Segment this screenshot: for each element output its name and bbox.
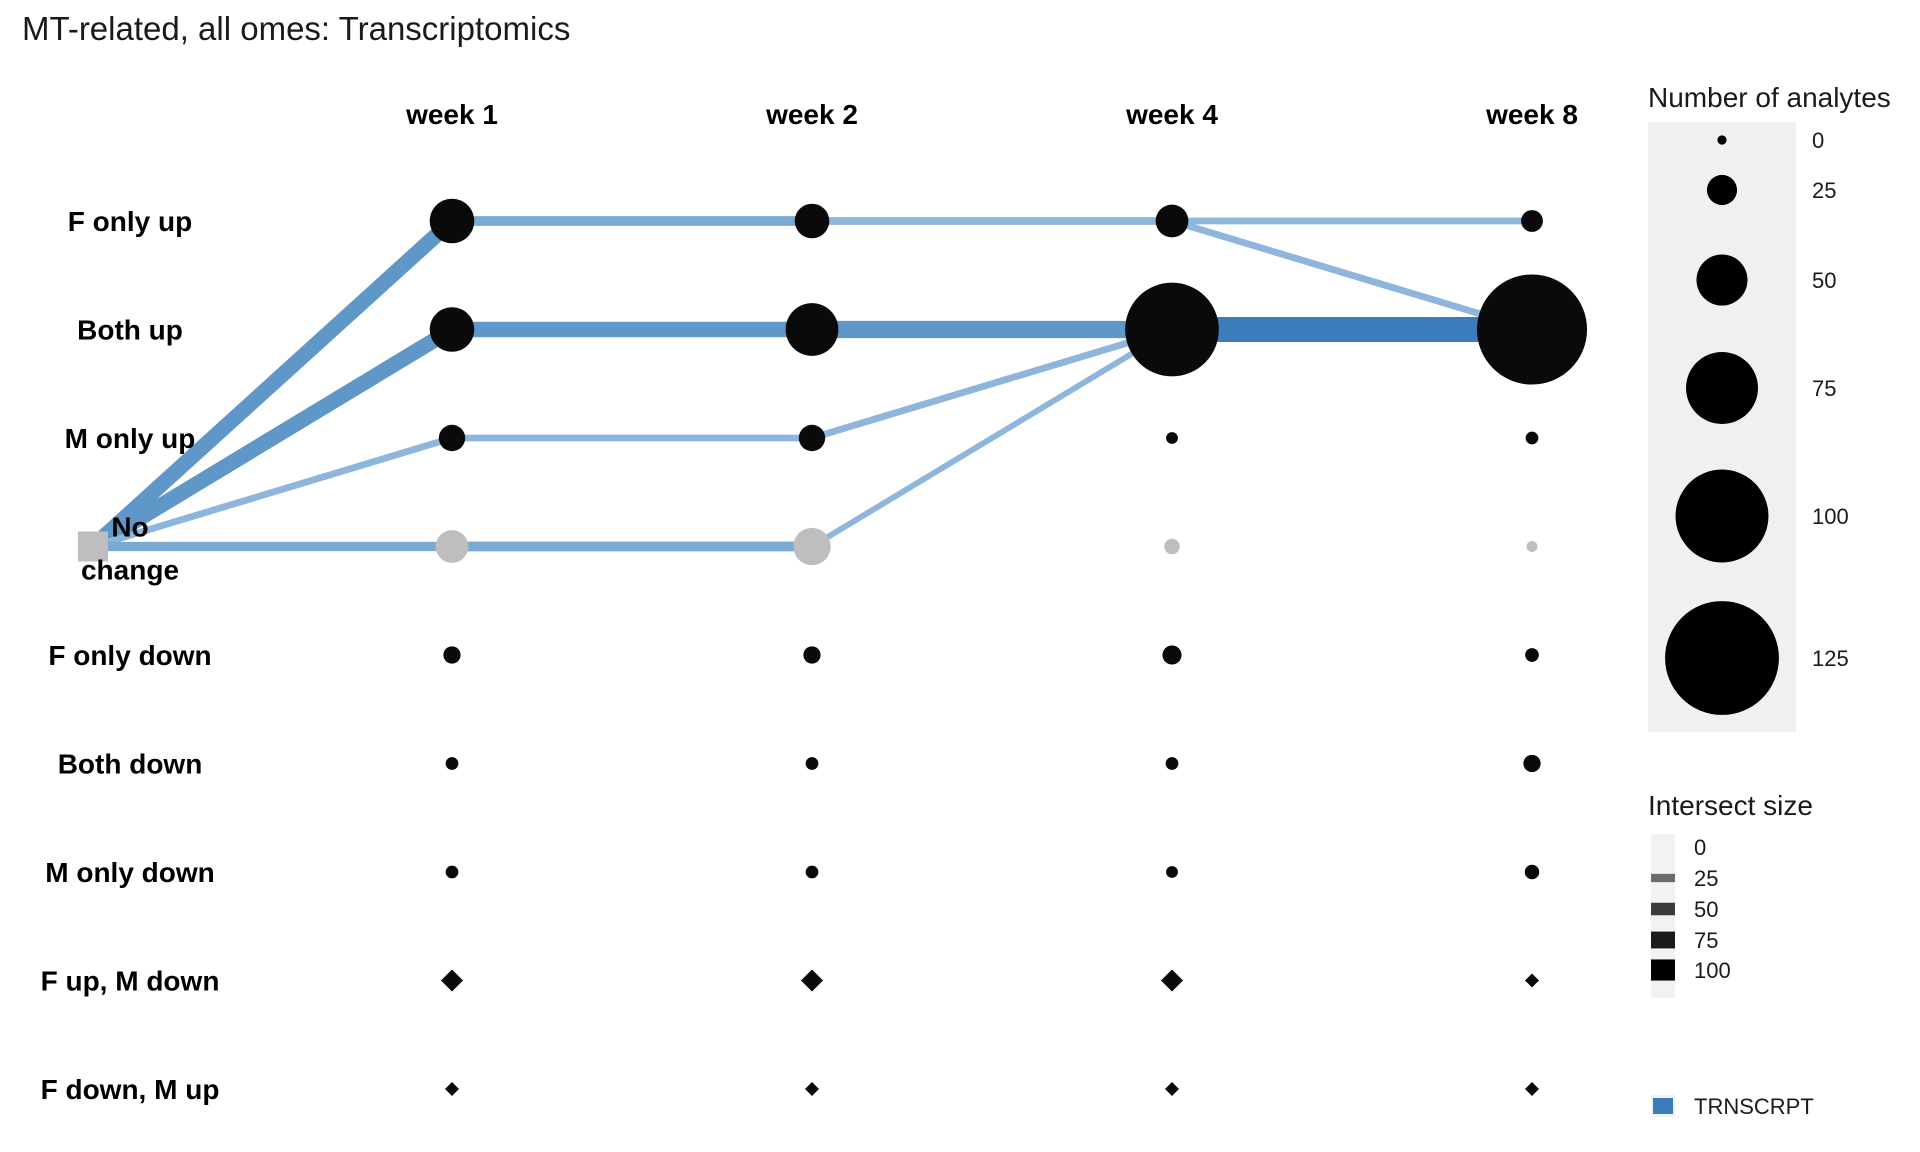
node-f-only-down-week-1: [443, 646, 461, 664]
node-no-change-week-8: [1526, 541, 1538, 552]
node-both-down-week-8: [1523, 754, 1541, 773]
column-label-week-1: week 1: [405, 99, 498, 130]
flow-10: [811, 326, 1173, 442]
node-f-down-m-up-week-8: [1525, 1082, 1539, 1096]
row-label-m-only-up: M only up: [65, 423, 196, 454]
intersect-legend-key-0: [1651, 845, 1675, 849]
flow-2: [92, 434, 453, 550]
node-both-up-week-1: [429, 307, 475, 352]
node-both-up-week-8: [1476, 274, 1588, 385]
node-m-only-down-week-8: [1524, 864, 1540, 880]
column-label-week-4: week 4: [1125, 99, 1218, 130]
row-label-f-up-m-down: F up, M down: [41, 966, 220, 997]
node-m-only-down-week-1: [445, 865, 459, 879]
node-f-only-up-week-2: [794, 203, 830, 239]
row-label-no-change-line-2: change: [81, 555, 179, 586]
intersect-legend-key-25: [1651, 873, 1675, 883]
node-both-down-week-2: [805, 757, 819, 770]
size-legend-key-50: [1696, 254, 1748, 306]
row-labels: F only up Both up M only up No change F only …: [41, 206, 220, 1105]
flow-11: [810, 326, 1174, 550]
node-f-down-m-up-week-1: [445, 1082, 459, 1096]
node-f-only-down-week-2: [803, 646, 821, 664]
node-both-down-week-1: [445, 757, 459, 770]
row-label-no-change-line-1: No: [111, 512, 148, 543]
intersect-legend-label-0: 0: [1694, 835, 1706, 860]
intersect-legend: Intersect size 0 25 50 75 100: [1648, 790, 1813, 998]
intersect-legend-key-75: [1651, 931, 1675, 949]
size-legend-label-25: 25: [1812, 178, 1836, 203]
chart-title: MT-related, all omes: Transcriptomics: [22, 10, 570, 47]
intersect-legend-label-50: 50: [1694, 897, 1718, 922]
column-label-week-8: week 8: [1485, 99, 1578, 130]
ome-legend-key: [1653, 1098, 1673, 1114]
row-label-f-only-up: F only up: [68, 206, 192, 237]
intersect-legend-label-100: 100: [1694, 958, 1731, 983]
flow-1: [89, 322, 456, 554]
node-f-only-down-week-4: [1162, 645, 1182, 665]
node-both-up-week-4: [1125, 282, 1219, 377]
node-f-down-m-up-week-4: [1165, 1082, 1179, 1096]
size-legend-label-125: 125: [1812, 646, 1849, 671]
size-legend-label-0: 0: [1812, 128, 1824, 153]
node-both-down-week-4: [1165, 757, 1179, 770]
intersect-legend-label-75: 75: [1694, 928, 1718, 953]
node-m-only-up-week-8: [1525, 431, 1539, 445]
flow-0: [87, 215, 458, 553]
node-f-up-m-down-week-8: [1525, 973, 1539, 988]
ome-legend: TRNSCRPT: [1651, 1094, 1814, 1119]
intersect-legend-label-25: 25: [1694, 866, 1718, 891]
node-both-up-week-2: [785, 303, 839, 356]
ome-legend-label: TRNSCRPT: [1694, 1094, 1814, 1119]
node-no-change-week-4: [1164, 538, 1180, 555]
size-legend-key-125: [1665, 601, 1779, 715]
row-label-both-down: Both down: [58, 749, 203, 780]
node-f-only-up-week-8: [1521, 210, 1543, 232]
node-m-only-up-week-2: [798, 424, 826, 452]
node-no-change-week-2: [793, 527, 831, 566]
size-legend-label-75: 75: [1812, 376, 1836, 401]
node-f-only-up-week-4: [1155, 204, 1189, 238]
node-f-only-down-week-8: [1525, 648, 1539, 662]
flow-layer: [87, 215, 1533, 554]
row-label-f-only-down: F only down: [48, 640, 211, 671]
node-m-only-down-week-4: [1166, 866, 1178, 878]
row-label-both-up: Both up: [77, 315, 183, 346]
size-legend-key-0: [1717, 135, 1727, 145]
origin-marker: [78, 531, 108, 562]
node-f-down-m-up-week-2: [805, 1082, 819, 1096]
row-label-f-down-m-up: F down, M up: [41, 1074, 220, 1105]
node-f-up-m-down-week-4: [1161, 969, 1183, 992]
size-legend-title: Number of analytes: [1648, 82, 1891, 113]
size-legend-key-75: [1686, 352, 1758, 424]
size-legend-label-100: 100: [1812, 504, 1849, 529]
node-no-change-week-1: [435, 530, 469, 563]
size-legend-label-50: 50: [1812, 268, 1836, 293]
node-f-only-up-week-1: [429, 198, 475, 244]
intersect-legend-title: Intersect size: [1648, 790, 1813, 821]
flow-13: [1171, 217, 1533, 333]
intersect-legend-key-50: [1651, 902, 1675, 916]
size-legend: Number of analytes 0 25 50 75 100 125: [1648, 82, 1891, 732]
column-label-week-2: week 2: [765, 99, 858, 130]
intersect-legend-key-100: [1651, 959, 1675, 981]
node-m-only-up-week-4: [1166, 432, 1178, 444]
size-legend-key-100: [1675, 469, 1769, 563]
node-m-only-up-week-1: [438, 424, 466, 452]
size-legend-key-25: [1706, 174, 1738, 206]
node-f-up-m-down-week-2: [801, 969, 823, 992]
node-f-up-m-down-week-1: [441, 969, 463, 992]
node-layer: [78, 198, 1588, 1096]
node-m-only-down-week-2: [805, 865, 819, 879]
column-labels: week 1 week 2 week 4 week 8: [405, 99, 1578, 130]
row-label-m-only-down: M only down: [45, 857, 215, 888]
